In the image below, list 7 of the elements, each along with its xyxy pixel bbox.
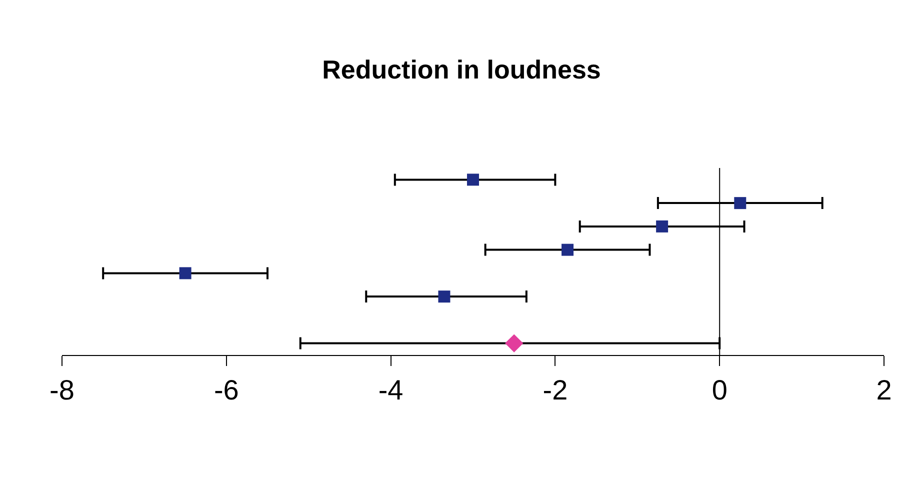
x-tick-label: 0 (712, 374, 728, 406)
x-tick-label: -2 (542, 374, 568, 406)
chart-title: Reduction in loudness (322, 54, 601, 85)
x-tick-label: -8 (50, 374, 74, 406)
x-tick-label: 2 (876, 374, 892, 406)
x-tick-label: -6 (214, 374, 239, 406)
x-tick-label: -4 (378, 374, 404, 406)
